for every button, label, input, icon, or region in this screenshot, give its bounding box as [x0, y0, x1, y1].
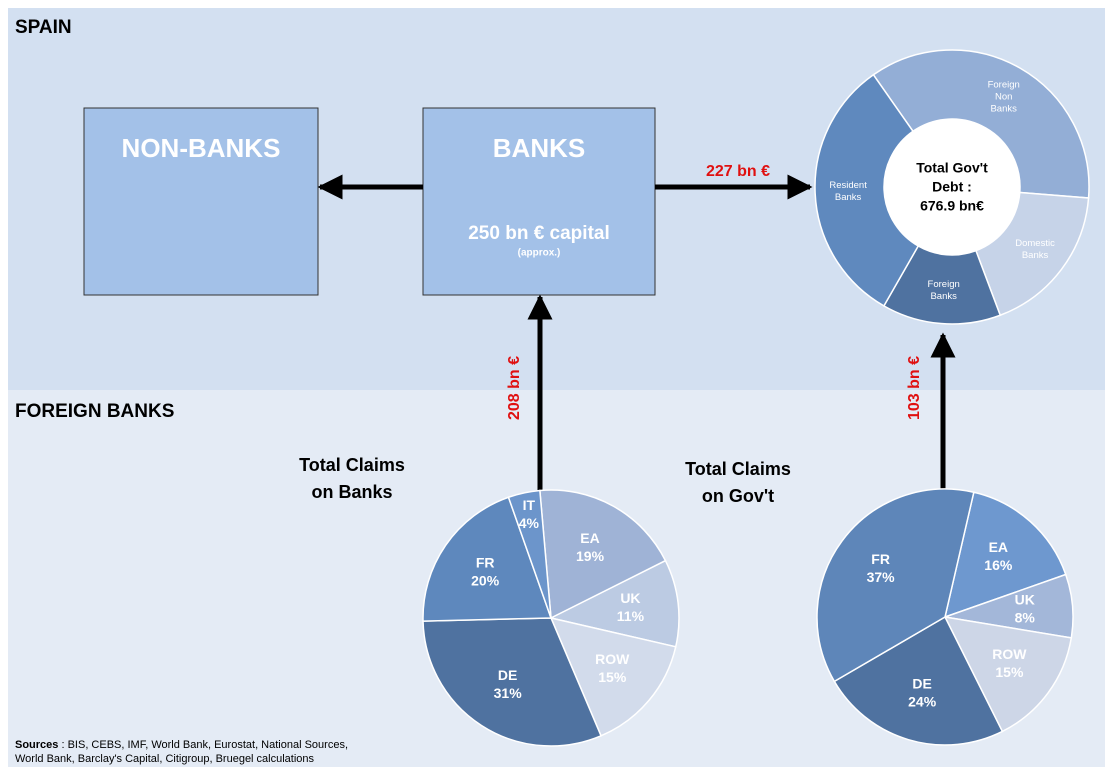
donut-label: Non [995, 91, 1012, 102]
donut-center: Total Gov't [916, 160, 988, 176]
donut-label: Banks [1022, 250, 1049, 261]
box-text: 250 bn € capital [468, 223, 610, 244]
slice-name: UK [1015, 592, 1035, 608]
box-note: (approx.) [518, 248, 561, 259]
sources-label: Sources [15, 739, 58, 751]
pie-slice [943, 491, 1067, 619]
pie-slice [422, 617, 602, 747]
pie-slice [549, 616, 677, 737]
box-title: NON-BANKS [122, 133, 281, 163]
slice-label: 24% [908, 693, 937, 709]
slice-name: FR [476, 554, 495, 570]
section-title: FOREIGN BANKS [15, 401, 174, 422]
slice-name: UK [620, 590, 640, 606]
donut-label: Foreign [988, 79, 1020, 90]
box [422, 107, 656, 296]
slice-label: 15% [995, 664, 1024, 680]
sources-text: World Bank, Barclay's Capital, Citigroup… [15, 753, 315, 765]
donut-label: Foreign [928, 279, 960, 290]
donut-label: Banks [990, 103, 1017, 114]
slice-name: DE [498, 667, 517, 683]
sources-text: : BIS, CEBS, IMF, World Bank, Eurostat, … [58, 739, 348, 751]
slice-label: 31% [494, 685, 523, 701]
slice-name: ROW [992, 646, 1027, 662]
box [83, 107, 319, 296]
slice-name: DE [912, 675, 931, 691]
section-title: SPAIN [15, 17, 72, 38]
donut-center: Debt : [932, 179, 972, 195]
slice-label: 37% [867, 569, 896, 585]
slice-label: 4% [519, 515, 540, 531]
pie-title: on Banks [311, 482, 392, 502]
slice-label: 15% [598, 669, 627, 685]
slice-label: 8% [1015, 610, 1036, 626]
slice-name: EA [989, 539, 1008, 555]
flow-label: 103 bn € [906, 356, 923, 420]
flow-label: 227 bn € [706, 163, 770, 180]
pie-slice [943, 616, 1073, 733]
sources: Sources : BIS, CEBS, IMF, World Bank, Eu… [15, 739, 348, 751]
donut-label: Banks [930, 291, 957, 302]
slice-name: FR [871, 551, 890, 567]
donut-center: 676.9 bn€ [920, 198, 984, 214]
pie-slice [833, 615, 1004, 746]
pie-slice [507, 489, 552, 619]
pie-slice [816, 488, 975, 683]
donut-label: Banks [835, 192, 862, 203]
slice-name: IT [523, 497, 536, 513]
slice-label: 11% [617, 608, 645, 624]
slice-label: 20% [471, 572, 500, 588]
donut-hole [884, 119, 1020, 255]
box-title: BANKS [493, 133, 585, 163]
pie-slice [539, 489, 667, 620]
donut-label: Resident [829, 180, 867, 191]
pie-title: Total Claims [685, 459, 791, 479]
pie-title: Total Claims [299, 455, 405, 475]
slice-name: EA [580, 530, 599, 546]
pie-title: on Gov't [702, 486, 774, 506]
slice-label: 19% [576, 548, 605, 564]
donut-label: Domestic [1015, 238, 1055, 249]
slice-name: ROW [595, 651, 630, 667]
slice-label: 16% [984, 557, 1013, 573]
flow-label: 208 bn € [506, 356, 523, 420]
